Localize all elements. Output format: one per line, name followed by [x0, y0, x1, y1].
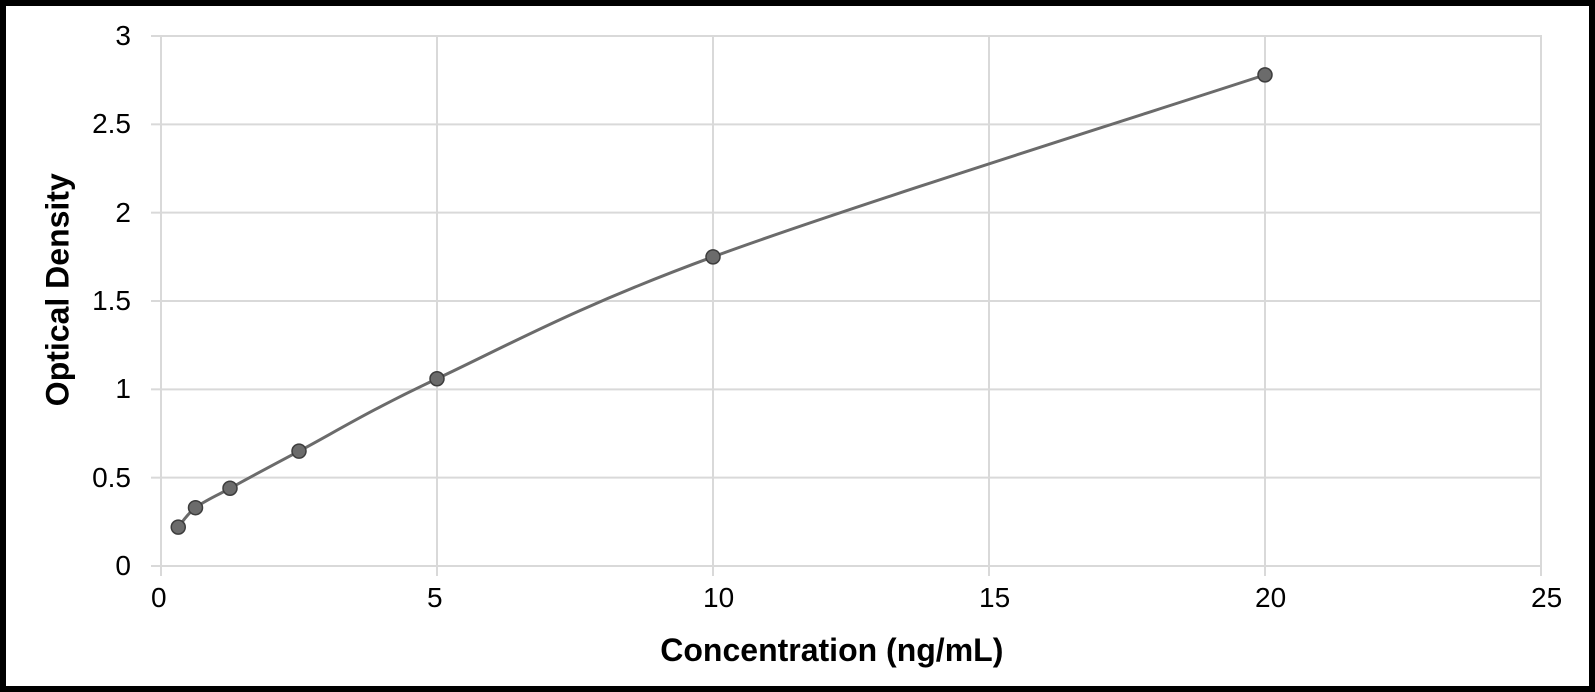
- data-point: [292, 444, 306, 458]
- data-point: [189, 501, 203, 515]
- x-axis-label: Concentration (ng/mL): [660, 632, 1003, 669]
- x-tick-label: 10: [703, 582, 734, 614]
- chart-container: Optical Density Concentration (ng/mL) 05…: [0, 0, 1595, 692]
- data-point: [430, 372, 444, 386]
- data-point: [1258, 68, 1272, 82]
- y-tick-label: 1: [6, 373, 131, 405]
- y-tick-label: 0: [6, 550, 131, 582]
- data-point: [171, 520, 185, 534]
- x-tick-label: 0: [151, 582, 167, 614]
- data-point: [706, 250, 720, 264]
- plot-area: [141, 16, 1561, 586]
- x-tick-label: 5: [427, 582, 443, 614]
- y-tick-label: 2.5: [6, 108, 131, 140]
- y-tick-label: 2: [6, 197, 131, 229]
- y-tick-label: 0.5: [6, 462, 131, 494]
- x-tick-label: 20: [1255, 582, 1286, 614]
- data-point: [223, 481, 237, 495]
- y-tick-label: 1.5: [6, 285, 131, 317]
- x-tick-label: 25: [1531, 582, 1562, 614]
- y-tick-label: 3: [6, 20, 131, 52]
- x-tick-label: 15: [979, 582, 1010, 614]
